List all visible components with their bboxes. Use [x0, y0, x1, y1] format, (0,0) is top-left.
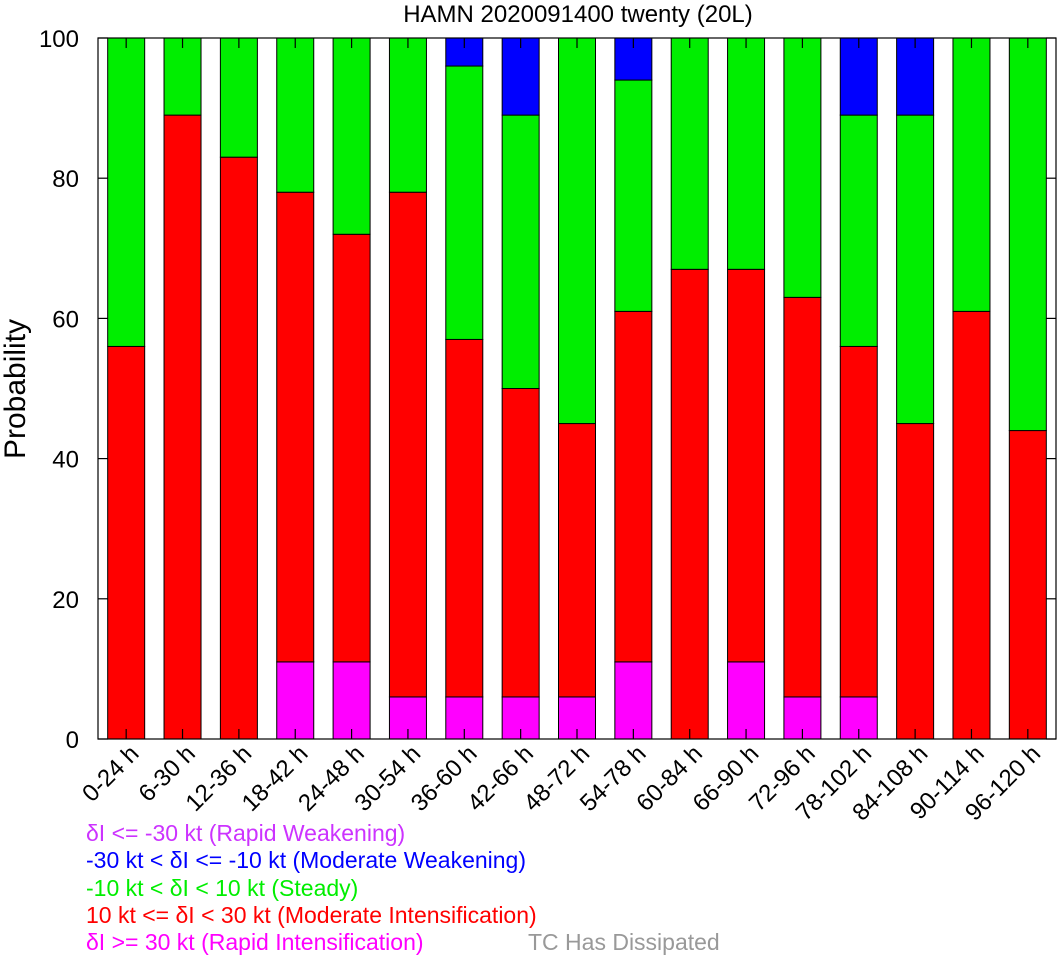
y-tick-label: 20	[52, 587, 79, 614]
bar-segment	[783, 296, 822, 698]
bar-segment	[501, 37, 540, 116]
y-tick-label: 0	[66, 727, 79, 754]
bar-segment	[276, 191, 315, 663]
bar-segment	[670, 37, 709, 270]
bars-group	[107, 37, 1047, 740]
bar-segment	[614, 79, 653, 312]
bar-segment	[839, 345, 878, 698]
bar-segment	[614, 661, 653, 740]
bar-segment	[839, 37, 878, 116]
bar-segment	[783, 37, 822, 298]
bar-segment	[501, 388, 540, 698]
bar-segment	[219, 37, 258, 158]
y-tick-label: 40	[52, 447, 79, 474]
bar-segment	[727, 268, 766, 663]
legend-entry: δI >= 30 kt (Rapid Intensification)	[86, 929, 424, 956]
bar-segment	[501, 114, 540, 390]
bar-segment	[952, 310, 991, 740]
bar-segment	[445, 338, 484, 698]
bar-segment	[896, 37, 935, 116]
bar-segment	[670, 268, 709, 740]
bar-segment	[558, 37, 596, 425]
y-axis-label: Probability	[0, 319, 32, 459]
y-tick-label: 100	[39, 26, 79, 53]
bar-segment	[332, 37, 371, 235]
bar-segment	[332, 661, 371, 740]
bar-segment	[896, 423, 935, 740]
bar-segment	[219, 156, 258, 740]
bar-segment	[276, 37, 315, 193]
chart-title: HAMN 2020091400 twenty (20L)	[403, 1, 753, 28]
legend-entry: -30 kt < δI <= -10 kt (Moderate Weakenin…	[86, 847, 527, 874]
bar-segment	[388, 191, 427, 698]
bar-segment	[107, 345, 146, 740]
bar-segment	[614, 310, 653, 663]
y-tick-label: 80	[52, 166, 79, 193]
bar-segment	[839, 114, 878, 347]
bar-segment	[727, 661, 766, 740]
bar-segment	[896, 114, 935, 425]
legend-entry: 10 kt <= δI < 30 kt (Moderate Intensific…	[86, 901, 537, 928]
x-tick-label: 0-24 h	[77, 740, 144, 807]
bar-segment	[952, 37, 991, 312]
bar-segment	[163, 114, 202, 740]
legend-entry: -10 kt < δI < 10 kt (Steady)	[86, 874, 359, 901]
bar-segment	[1008, 430, 1047, 740]
y-tick-label: 60	[52, 306, 79, 333]
bar-segment	[388, 37, 427, 193]
bar-segment	[163, 37, 202, 116]
bar-segment	[1008, 37, 1047, 432]
y-ticks-group: 0 20 40 60 80 100	[39, 26, 1056, 754]
bar-segment	[276, 661, 315, 740]
bar-segment	[107, 37, 146, 347]
legend-dissipated: TC Has Dissipated	[528, 929, 720, 955]
bar-segment	[332, 233, 371, 663]
bar-segment	[727, 37, 766, 270]
legend-entry: δI <= -30 kt (Rapid Weakening)	[86, 820, 406, 846]
bar-segment	[445, 65, 484, 340]
bar-segment	[558, 423, 596, 698]
